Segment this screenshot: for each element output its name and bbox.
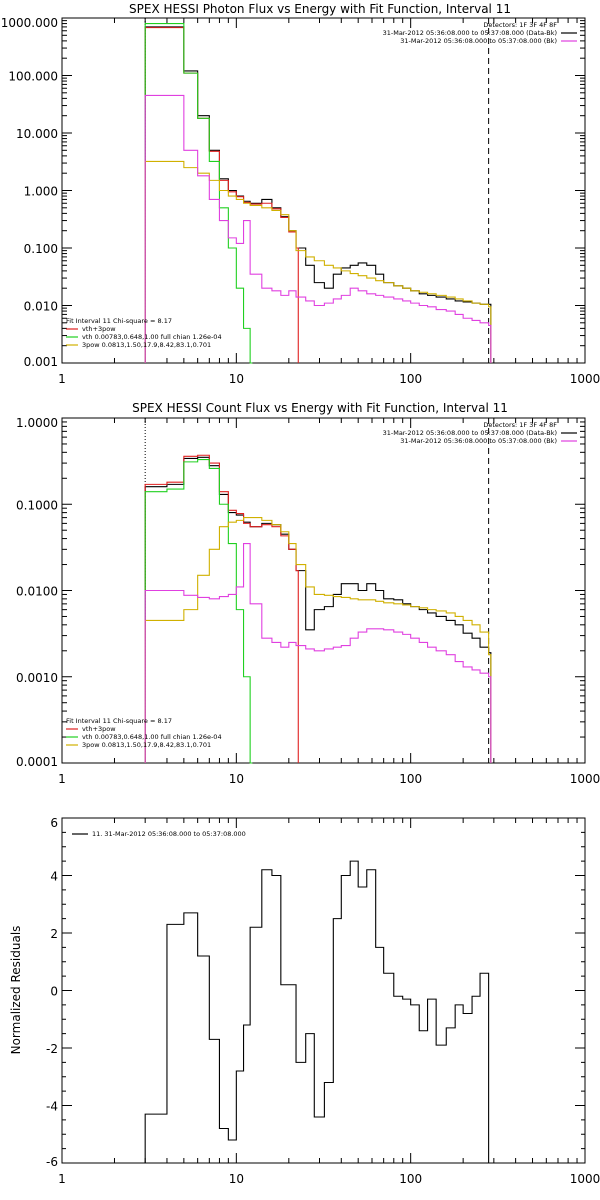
data-series-line <box>144 160 492 363</box>
data-series-line <box>144 860 491 1164</box>
photon-flux-panel: SPEX HESSI Photon Flux vs Energy with Fi… <box>1 2 600 386</box>
y-tick-label: 0.0010 <box>16 671 58 685</box>
data-series-line <box>144 517 492 763</box>
photon-flux-legend-bottom: Fit Interval 11 Chi-square = 8.17vth+3po… <box>66 317 222 349</box>
y-tick-label: 0.1000 <box>16 498 58 512</box>
residuals-panel: Normalized Residuals 1 10 100 1000 -6 -4 -2 0 2… <box>9 816 600 1186</box>
x-tick-label: 10 <box>229 372 244 386</box>
x-tick-label: 1000 <box>570 772 600 786</box>
legend-top-entry: 31-Mar-2012 05:36:08.000 to 05:37:08.000… <box>383 429 557 437</box>
y-tick-label: 0.0100 <box>16 585 58 599</box>
photon-flux-title: SPEX HESSI Photon Flux vs Energy with Fi… <box>129 2 511 16</box>
legend-top-entry: 31-Mar-2012 05:36:08.000 to 05:37:08.000… <box>400 437 557 445</box>
data-series-line <box>144 454 299 763</box>
y-tick-label: 6 <box>50 816 58 830</box>
legend-top-entry: Detectors: 1F 3F 4F 8F <box>483 421 557 429</box>
residuals-legend: 11. 31-Mar-2012 05:36:08.000 to 05:37:08… <box>72 830 246 838</box>
photon-flux-x-ticks: 1 10 100 1000 <box>58 18 600 386</box>
legend-bottom-entry: vth 0.00783,0.648,1.00 full chian 1.26e-… <box>82 333 222 341</box>
residuals-y-axis-label: Normalized Residuals <box>9 926 23 1055</box>
count-flux-y-ticks: 0.0001 0.0010 0.0100 0.1000 1.0000 <box>16 416 585 769</box>
photon-flux-plot-frame <box>61 17 586 364</box>
legend-bottom-entry: 3pow 0.0813,1.50,17.9,8.42,83.1,0.701 <box>82 341 211 349</box>
y-tick-label: 0 <box>50 985 58 999</box>
y-tick-label: 1000.000 <box>1 16 58 30</box>
data-series-line <box>144 27 299 363</box>
y-tick-label: 0.100 <box>24 242 58 256</box>
count-flux-title: SPEX HESSI Count Flux vs Energy with Fit… <box>132 401 508 415</box>
data-series-line <box>144 458 253 764</box>
residuals-x-ticks: 1 10 100 1000 <box>58 818 600 1186</box>
y-tick-label: 0.001 <box>24 355 58 369</box>
y-tick-label: 0.0001 <box>16 755 58 769</box>
y-tick-label: 1.0000 <box>16 416 58 430</box>
count-flux-legend-bottom: Fit Interval 11 Chi-square = 8.17vth+3po… <box>66 717 222 749</box>
legend-top-entry: Detectors: 1F 3F 4F 8F <box>483 21 557 29</box>
x-tick-label: 10 <box>229 1172 244 1186</box>
legend-bottom-entry: 3pow 0.0813,1.50,17.9,8.42,83.1,0.701 <box>82 741 211 749</box>
x-tick-label: 1 <box>58 772 66 786</box>
data-series-line <box>144 94 492 363</box>
count-flux-energy-markers <box>144 418 490 763</box>
y-tick-label: 10.000 <box>16 127 58 141</box>
count-flux-x-ticks: 1 10 100 1000 <box>58 418 600 786</box>
y-tick-label: 0.010 <box>24 300 58 314</box>
legend-bottom-entry: Fit Interval 11 Chi-square = 8.17 <box>66 317 172 325</box>
y-tick-label: -4 <box>46 1100 58 1114</box>
data-series-line <box>144 543 492 763</box>
y-tick-label: -2 <box>46 1042 58 1056</box>
x-tick-label: 100 <box>399 772 422 786</box>
photon-flux-y-ticks: 0.001 0.010 0.100 1.000 10.000 100.000 1000.00… <box>1 16 585 369</box>
count-flux-plot-frame <box>61 417 586 764</box>
x-tick-label: 100 <box>399 372 422 386</box>
x-tick-label: 1 <box>58 1172 66 1186</box>
data-series-line <box>144 26 492 363</box>
y-tick-label: 4 <box>50 870 58 884</box>
legend-entry: 11. 31-Mar-2012 05:36:08.000 to 05:37:08… <box>92 830 246 838</box>
x-tick-label: 1 <box>58 372 66 386</box>
photon-flux-series-group <box>144 23 492 364</box>
count-flux-panel: SPEX HESSI Count Flux vs Energy with Fit… <box>16 401 600 786</box>
y-tick-label: 2 <box>50 927 58 941</box>
legend-bottom-entry: vth 0.00783,0.648,1.00 full chian 1.26e-… <box>82 733 222 741</box>
legend-top-entry: 31-Mar-2012 05:36:08.000 to 05:37:08.000… <box>400 37 557 45</box>
legend-bottom-entry: Fit Interval 11 Chi-square = 8.17 <box>66 717 172 725</box>
legend-bottom-entry: vth+3pow <box>82 325 116 333</box>
x-tick-label: 10 <box>229 772 244 786</box>
x-tick-label: 1000 <box>570 1172 600 1186</box>
x-tick-label: 100 <box>399 1172 422 1186</box>
legend-top-entry: 31-Mar-2012 05:36:08.000 to 05:37:08.000… <box>383 29 557 37</box>
residuals-y-ticks: -6 -4 -2 0 2 4 6 <box>46 816 585 1169</box>
residuals-series-group <box>144 860 491 1164</box>
residuals-plot-frame <box>61 817 586 1164</box>
photon-flux-energy-markers <box>144 18 490 363</box>
x-tick-label: 1000 <box>570 372 600 386</box>
y-tick-label: 1.000 <box>24 185 58 199</box>
y-tick-label: -6 <box>46 1155 58 1169</box>
count-flux-series-group <box>144 454 492 764</box>
legend-bottom-entry: vth+3pow <box>82 725 116 733</box>
y-tick-label: 100.000 <box>8 70 58 84</box>
